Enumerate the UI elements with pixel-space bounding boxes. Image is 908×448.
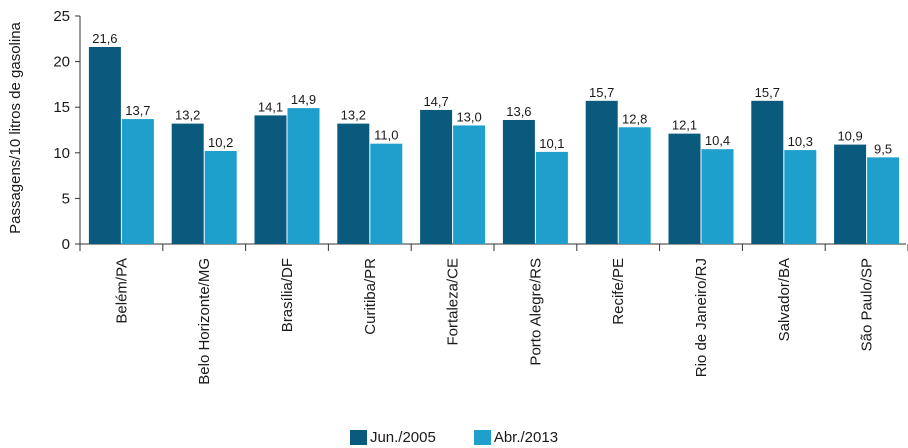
- bar-series-1: [420, 109, 453, 244]
- bar-series-1: [585, 100, 618, 244]
- y-tick-label: 20: [53, 54, 70, 71]
- legend-label-series-2: Abr./2013: [493, 428, 559, 446]
- data-label: 13,2: [175, 108, 200, 123]
- data-label: 14,7: [423, 94, 448, 109]
- bar-series-1: [834, 144, 867, 244]
- data-label: 14,9: [291, 92, 316, 107]
- category-label: Fortaleza/CE: [445, 258, 462, 346]
- bar-series-1: [502, 119, 535, 244]
- data-label: 10,4: [705, 133, 730, 148]
- bars: [88, 47, 900, 245]
- bar-series-1: [668, 133, 701, 244]
- y-tick-label: 5: [62, 190, 70, 207]
- bar-series-2: [867, 157, 900, 244]
- bar-series-2: [618, 127, 651, 244]
- legend-swatch-series-2: [473, 429, 491, 445]
- bar-series-1: [254, 115, 287, 245]
- data-label: 13,7: [125, 103, 150, 118]
- legend-swatch-series-1: [349, 429, 367, 445]
- category-label: Rio de Janeiro/RJ: [693, 258, 710, 377]
- category-label: Belo Horizonte/MG: [196, 258, 213, 385]
- bar-series-2: [204, 150, 237, 244]
- data-label: 13,6: [506, 104, 531, 119]
- category-label: Curitiba/PR: [362, 258, 379, 335]
- data-label: 12,8: [622, 111, 647, 126]
- bar-series-2: [701, 149, 734, 244]
- data-label: 10,2: [208, 135, 233, 150]
- legend-item-series-2: Abr./2013: [473, 428, 559, 446]
- y-tick-label: 10: [53, 145, 70, 162]
- data-label: 15,7: [755, 85, 780, 100]
- bar-series-1: [751, 100, 784, 244]
- bar-series-1: [337, 123, 370, 244]
- data-label: 21,6: [92, 31, 117, 46]
- bar-series-2: [453, 125, 486, 244]
- y-tick-label: 15: [53, 99, 70, 116]
- data-label: 10,3: [788, 134, 813, 149]
- data-label: 10,1: [539, 136, 564, 151]
- data-label: 13,2: [341, 108, 366, 123]
- y-axis-label: Passagens/10 litros de gasolina: [7, 21, 24, 233]
- bar-series-2: [287, 108, 320, 244]
- category-label: Porto Alegre/RS: [527, 258, 544, 366]
- data-label: 11,0: [374, 128, 398, 143]
- data-label: 9,5: [874, 141, 892, 156]
- data-label: 14,1: [258, 99, 283, 114]
- y-tick-label: 25: [53, 8, 70, 25]
- legend-item-series-1: Jun./2005: [349, 428, 436, 446]
- data-label: 15,7: [589, 85, 614, 100]
- category-label: São Paulo/SP: [859, 258, 876, 351]
- axes: 0 5 10 15 20 25 Belém/PA Belo Horizonte/MG Brasí…: [53, 8, 908, 385]
- category-label: Belém/PA: [113, 258, 130, 324]
- y-tick-label: 0: [62, 236, 70, 253]
- data-label: 10,9: [837, 129, 862, 144]
- category-label: Brasília/DF: [279, 258, 296, 332]
- data-label: 12,1: [672, 118, 697, 133]
- category-label: Recife/PE: [610, 258, 627, 325]
- category-label: Salvador/BA: [776, 258, 793, 341]
- data-label: 13,0: [456, 109, 481, 124]
- legend: Jun./2005 Abr./2013: [0, 428, 908, 446]
- bar-series-1: [171, 123, 204, 244]
- bar-series-2: [370, 143, 403, 244]
- bar-chart: Passagens/10 litros de gasolina 0 5 10 15 20…: [7, 8, 908, 385]
- bar-series-1: [88, 47, 121, 245]
- bar-series-2: [121, 119, 154, 244]
- data-labels: 21,6 13,2 14,1 13,2 14,7 13,6 15,7 12,1 15,7 10,9…: [92, 31, 892, 156]
- bar-series-2: [784, 150, 817, 244]
- legend-label-series-1: Jun./2005: [369, 428, 436, 446]
- bar-series-2: [535, 151, 568, 244]
